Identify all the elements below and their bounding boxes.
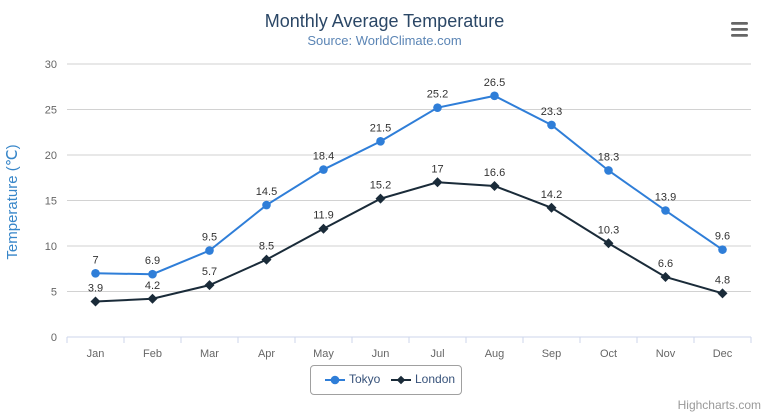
svg-text:Nov: Nov xyxy=(656,348,676,360)
svg-text:30: 30 xyxy=(45,59,57,71)
svg-text:18.3: 18.3 xyxy=(598,151,619,163)
svg-text:Oct: Oct xyxy=(600,348,617,360)
svg-text:3.9: 3.9 xyxy=(88,283,103,295)
svg-text:Dec: Dec xyxy=(713,348,733,360)
svg-text:9.5: 9.5 xyxy=(202,232,217,244)
svg-text:10: 10 xyxy=(45,241,57,253)
svg-text:15.2: 15.2 xyxy=(370,180,391,192)
svg-text:May: May xyxy=(313,348,334,360)
svg-text:4.8: 4.8 xyxy=(715,274,730,286)
svg-text:9.6: 9.6 xyxy=(715,231,730,243)
svg-text:20: 20 xyxy=(45,150,57,162)
svg-text:17: 17 xyxy=(431,163,443,175)
svg-text:15: 15 xyxy=(45,196,57,208)
svg-text:Aug: Aug xyxy=(485,348,505,360)
svg-text:14.2: 14.2 xyxy=(541,189,562,201)
svg-text:8.5: 8.5 xyxy=(259,241,274,253)
svg-text:Apr: Apr xyxy=(258,348,275,360)
svg-text:Jul: Jul xyxy=(430,348,444,360)
svg-text:18.4: 18.4 xyxy=(313,151,334,163)
svg-text:Jan: Jan xyxy=(87,348,105,360)
svg-text:0: 0 xyxy=(51,332,57,344)
svg-text:25: 25 xyxy=(45,105,57,117)
svg-text:13.9: 13.9 xyxy=(655,192,676,204)
svg-text:26.5: 26.5 xyxy=(484,77,505,89)
svg-text:4.2: 4.2 xyxy=(145,280,160,292)
svg-text:25.2: 25.2 xyxy=(427,89,448,101)
svg-text:23.3: 23.3 xyxy=(541,106,562,118)
svg-text:11.9: 11.9 xyxy=(313,210,334,222)
svg-text:21.5: 21.5 xyxy=(370,122,391,134)
svg-text:Mar: Mar xyxy=(200,348,219,360)
svg-text:Jun: Jun xyxy=(372,348,390,360)
svg-text:5: 5 xyxy=(51,287,57,299)
svg-text:5.7: 5.7 xyxy=(202,266,217,278)
svg-text:7: 7 xyxy=(92,254,98,266)
svg-text:Sep: Sep xyxy=(542,348,562,360)
svg-text:10.3: 10.3 xyxy=(598,224,619,236)
svg-text:Feb: Feb xyxy=(143,348,162,360)
svg-text:6.9: 6.9 xyxy=(145,255,160,267)
svg-text:14.5: 14.5 xyxy=(256,186,277,198)
svg-text:6.6: 6.6 xyxy=(658,258,673,270)
svg-text:16.6: 16.6 xyxy=(484,167,505,179)
